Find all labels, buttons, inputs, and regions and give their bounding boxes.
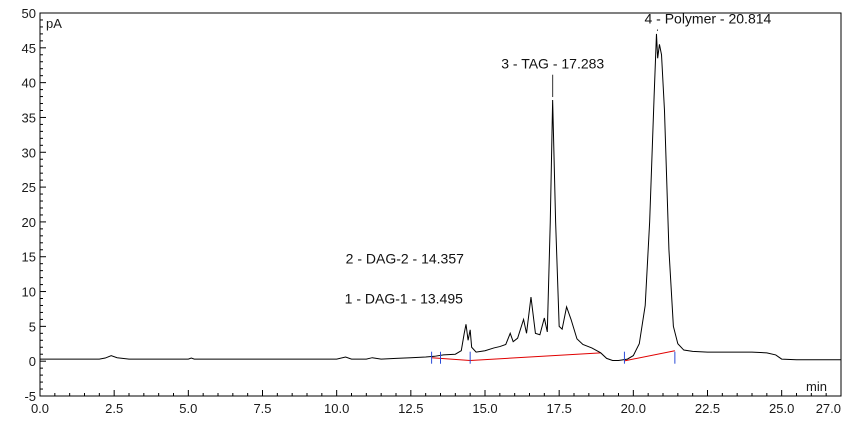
baseline-segment bbox=[470, 352, 601, 361]
y-tick-label: 50 bbox=[22, 6, 36, 21]
x-tick-label: 15.0 bbox=[472, 401, 497, 416]
x-tick-label: 17.5 bbox=[547, 401, 572, 416]
x-tick-label: 7.5 bbox=[253, 401, 271, 416]
x-axis-ticks: 0.0 2.5 5.0 7.5 10.0 12.5 15.0 17.5 20.0 22.5 25.0… bbox=[31, 390, 842, 416]
x-tick-label: 0.0 bbox=[31, 401, 49, 416]
chromatogram-trace bbox=[40, 33, 841, 361]
y-tick-label: 20 bbox=[22, 215, 36, 230]
y-tick-label: 0 bbox=[29, 354, 36, 369]
y-tick-label: 45 bbox=[22, 41, 36, 56]
y-tick-label: 15 bbox=[22, 250, 36, 265]
plot-frame bbox=[39, 12, 842, 397]
peak-label: 1 - DAG-1 - 13.495 bbox=[345, 290, 463, 306]
x-tick-label: 22.5 bbox=[695, 401, 720, 416]
x-axis-unit: min bbox=[806, 379, 827, 394]
y-tick-label: 5 bbox=[29, 319, 36, 334]
x-tick-label: 12.5 bbox=[398, 401, 423, 416]
x-tick-label: 25.0 bbox=[769, 401, 794, 416]
y-tick-label: 35 bbox=[22, 110, 36, 125]
baseline-segment bbox=[624, 350, 675, 362]
x-tick-label: 5.0 bbox=[179, 401, 197, 416]
y-axis-unit: pA bbox=[46, 16, 62, 31]
x-tick-label: 20.0 bbox=[621, 401, 646, 416]
peak-annotations: 1 - DAG-1 - 13.495 2 - DAG-2 - 14.357 3 - … bbox=[345, 10, 772, 306]
baseline-segment bbox=[431, 357, 471, 361]
x-tick-label: 10.0 bbox=[324, 401, 349, 416]
x-tick-label: 27.0 bbox=[816, 401, 841, 416]
peak-label: 4 - Polymer - 20.814 bbox=[644, 10, 771, 26]
integration-baselines bbox=[431, 350, 675, 362]
y-tick-label: 10 bbox=[22, 285, 36, 300]
peak-boundary-markers bbox=[431, 351, 676, 364]
y-tick-label: 30 bbox=[22, 145, 36, 160]
y-tick-label: 40 bbox=[22, 76, 36, 91]
y-tick-label: -5 bbox=[24, 389, 36, 404]
peak-label: 3 - TAG - 17.283 bbox=[501, 56, 604, 72]
x-tick-label: 2.5 bbox=[105, 401, 123, 416]
y-axis-ticks: -5 0 5 10 15 20 25 30 35 40 45 50 bbox=[22, 6, 46, 404]
y-tick-label: 25 bbox=[22, 180, 36, 195]
peak-label: 2 - DAG-2 - 14.357 bbox=[346, 251, 464, 267]
